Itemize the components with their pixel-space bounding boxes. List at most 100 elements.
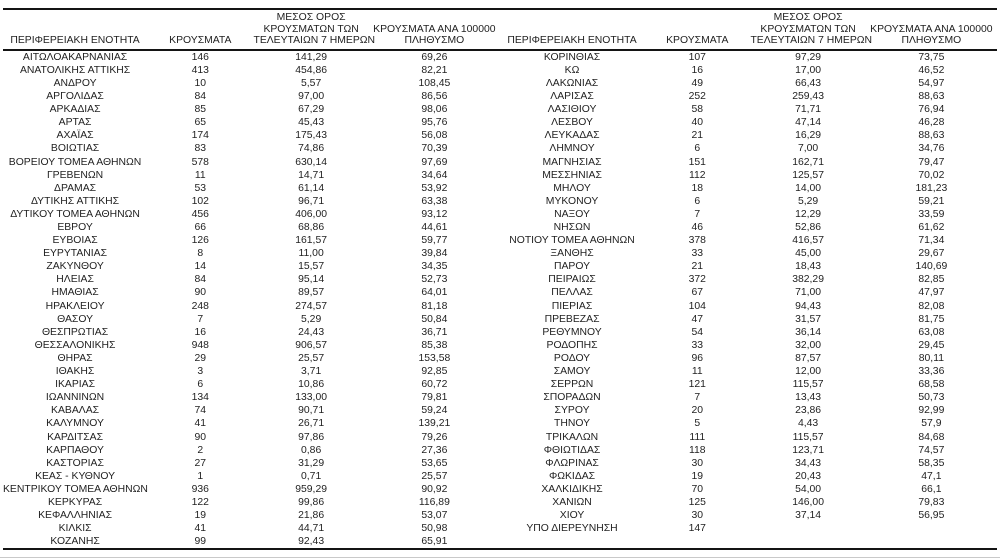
- region-cell-right: ΜΑΓΝΗΣΙΑΣ: [542, 156, 602, 168]
- region-cell-right: ΜΥΚΟΝΟΥ: [545, 195, 599, 207]
- region-cell-left: ΘΕΣΠΡΩΤΙΑΣ: [41, 326, 109, 338]
- cases-cell-right: 40: [691, 117, 704, 129]
- per100k-cell-right: 46,52: [918, 64, 945, 76]
- avg7-cell-right: 36,14: [795, 326, 822, 338]
- cases-cell-left: 84: [194, 91, 207, 103]
- avg7-cell-right: 66,43: [795, 77, 822, 89]
- avg7-cell-right: 47,14: [795, 117, 822, 129]
- per100k-cell-left: 52,73: [421, 274, 448, 286]
- cases-cell-left: 3: [197, 366, 204, 378]
- table-row: ΓΡΕΒΕΝΩΝ 11 14,71 34,64 ΜΕΣΣΗΝΙΑΣ 112 125,57 70…: [3, 169, 997, 182]
- per100k-cell-left: 82,21: [421, 64, 448, 76]
- header-avg7-right: ΜΕΣΟΣ ΟΡΟΣ ΚΡΟΥΣΜΑΤΩΝ ΤΩΝ ΤΕΛΕΥΤΑΙΩΝ 7 Η…: [750, 9, 872, 51]
- header-per100k-left: ΚΡΟΥΣΜΑΤΑ ΑΝΑ 100000 ΠΛΗΘΥΣΜΟ: [368, 9, 500, 51]
- region-cell-left: ΚΙΛΚΙΣ: [58, 523, 92, 535]
- cases-cell-right: 6: [694, 143, 701, 155]
- cases-cell-left: 84: [194, 274, 207, 286]
- table-row: ΔΥΤΙΚΟΥ ΤΟΜΕΑ ΑΘΗΝΩΝ 456 406,00 93,12 ΝΑΞΟΥ 7…: [3, 208, 997, 221]
- region-cell-left: ΑΙΤΩΛΟΑΚΑΡΝΑΝΙΑΣ: [22, 51, 128, 63]
- per100k-cell-right: 76,94: [918, 104, 945, 116]
- cases-cell-right: 20: [691, 405, 704, 417]
- region-cell-left: ΒΟΡΕΙΟΥ ΤΟΜΕΑ ΑΘΗΝΩΝ: [8, 156, 142, 168]
- avg7-cell-right: 382,29: [792, 274, 824, 286]
- avg7-cell-left: 0,86: [301, 444, 322, 456]
- region-cell-left: ΓΡΕΒΕΝΩΝ: [46, 169, 104, 181]
- per100k-cell-right: 82,08: [918, 300, 945, 312]
- region-cell-right: ΛΑΡΙΣΑΣ: [550, 91, 594, 103]
- cases-cell-left: 126: [191, 235, 209, 247]
- per100k-cell-left: 79,81: [421, 392, 448, 404]
- per100k-cell-right: 33,36: [918, 366, 945, 378]
- per100k-cell-left: 59,24: [421, 405, 448, 417]
- region-cell-left: ΘΕΣΣΑΛΟΝΙΚΗΣ: [34, 339, 116, 351]
- cases-cell-right: 111: [689, 431, 706, 443]
- avg7-cell-left: 89,57: [298, 287, 325, 299]
- region-cell-right: ΛΕΥΚΑΔΑΣ: [544, 130, 600, 142]
- avg7-cell-left: 11,00: [298, 248, 324, 260]
- region-cell-left: ΚΕΡΚΥΡΑΣ: [47, 496, 103, 508]
- table-row: ΔΥΤΙΚΗΣ ΑΤΤΙΚΗΣ 102 96,71 63,38 ΜΥΚΟΝΟΥ 6 5,29…: [3, 195, 997, 208]
- table-row: ΙΚΑΡΙΑΣ 6 10,86 60,72 ΣΕΡΡΩΝ 121 115,57 68,58: [3, 378, 997, 391]
- avg7-cell-right: 115,57: [792, 379, 824, 391]
- cases-cell-right: 54: [691, 326, 704, 338]
- table-row: ΗΛΕΙΑΣ 84 95,14 52,73 ΠΕΙΡΑΙΩΣ 372 382,29 82,85: [3, 273, 997, 286]
- region-cell-right: ΛΑΣΙΘΙΟΥ: [547, 104, 597, 116]
- cases-cell-left: 948: [191, 339, 209, 351]
- table-row: ΚΑΡΠΑΘΟΥ 2 0,86 27,36 ΦΘΙΩΤΙΔΑΣ 118 123,71 74,5…: [3, 444, 997, 457]
- cases-cell-right: 21: [691, 130, 704, 142]
- table-row: ΚΕΑΣ - ΚΥΘΝΟΥ 1 0,71 25,57 ΦΩΚΙΔΑΣ 19 20,43 47,…: [3, 470, 997, 483]
- per100k-cell-right: 82,85: [918, 274, 945, 286]
- avg7-cell-right: 5,29: [797, 195, 819, 207]
- avg7-cell-left: 24,43: [298, 326, 325, 338]
- avg7-cell-right: 115,57: [792, 431, 824, 443]
- cases-cell-left: 134: [191, 392, 209, 404]
- avg7-cell-right: 14,00: [795, 182, 822, 194]
- header-row: ΠΕΡΙΦΕΡΕΙΑΚΗ ΕΝΟΤΗΤΑ ΚΡΟΥΣΜΑΤΑ ΜΕΣΟΣ ΟΡΟ…: [3, 9, 997, 51]
- region-cell-right: ΠΕΛΛΑΣ: [551, 287, 593, 299]
- per100k-cell-left: 69,26: [421, 51, 448, 63]
- cases-cell-right: 19: [691, 470, 704, 482]
- cases-cell-right: 118: [688, 444, 706, 456]
- cases-cell-left: 85: [194, 104, 207, 116]
- cases-cell-left: 8: [197, 248, 204, 260]
- cases-cell-left: 578: [191, 156, 209, 168]
- region-cell-left: ΗΡΑΚΛΕΙΟΥ: [45, 300, 105, 312]
- region-cell-right: [500, 535, 644, 549]
- per100k-cell-right: 29,67: [918, 248, 945, 260]
- region-cell-right: ΝΟΤΙΟΥ ΤΟΜΕΑ ΑΘΗΝΩΝ: [509, 235, 635, 247]
- table-row: ΚΙΛΚΙΣ 41 44,71 50,98 ΥΠΟ ΔΙΕΡΕΥΝΗΣΗ 147: [3, 522, 997, 535]
- per100k-cell-left: 97,69: [421, 156, 448, 168]
- avg7-cell-left: 67,29: [298, 104, 325, 116]
- cases-cell-right: 121: [688, 379, 706, 391]
- per100k-cell-left: 92,85: [421, 366, 448, 378]
- cases-cell-right: [644, 535, 750, 549]
- table-row: ΔΡΑΜΑΣ 53 61,14 53,92 ΜΗΛΟΥ 18 14,00 181,23: [3, 182, 997, 195]
- cases-cell-right: 147: [688, 523, 706, 535]
- region-cell-left: ΗΛΕΙΑΣ: [56, 274, 94, 286]
- cases-cell-right: 252: [688, 91, 706, 103]
- avg7-cell-right: [750, 522, 865, 535]
- cases-cell-right: 104: [688, 300, 706, 312]
- per100k-cell-right: 181,23: [915, 182, 948, 194]
- cases-cell-left: 74: [194, 405, 207, 417]
- table-row: ΚΕΝΤΡΙΚΟΥ ΤΟΜΕΑ ΑΘΗΝΩΝ 936 959,29 90,92 ΧΑΛΚ…: [3, 483, 997, 496]
- cases-cell-right: 378: [688, 235, 706, 247]
- per100k-cell-right: 92,99: [918, 405, 945, 417]
- per100k-cell-right: 73,75: [918, 51, 945, 63]
- cases-cell-right: 5: [694, 418, 701, 430]
- region-cell-left: ΚΑΛΥΜΝΟΥ: [46, 418, 104, 430]
- cases-cell-left: 146: [191, 51, 209, 63]
- per100k-cell-right: 46,28: [918, 117, 945, 129]
- per100k-cell-left: 81,18: [421, 300, 448, 312]
- cases-cell-right: 58: [691, 104, 704, 116]
- avg7-cell-left: 97,00: [298, 91, 325, 103]
- per100k-cell-right: 80,11: [918, 352, 944, 364]
- bottom-edge-line: [0, 556, 1000, 558]
- cases-cell-right: 67: [691, 287, 704, 299]
- region-cell-left: ΚΟΖΑΝΗΣ: [50, 536, 100, 548]
- avg7-cell-left: 44,71: [298, 523, 325, 535]
- region-cell-left: ΑΡΓΟΛΙΔΑΣ: [46, 91, 104, 103]
- region-cell-right: ΡΕΘΥΜΝΟΥ: [542, 326, 602, 338]
- per100k-cell-left: 53,92: [421, 182, 448, 194]
